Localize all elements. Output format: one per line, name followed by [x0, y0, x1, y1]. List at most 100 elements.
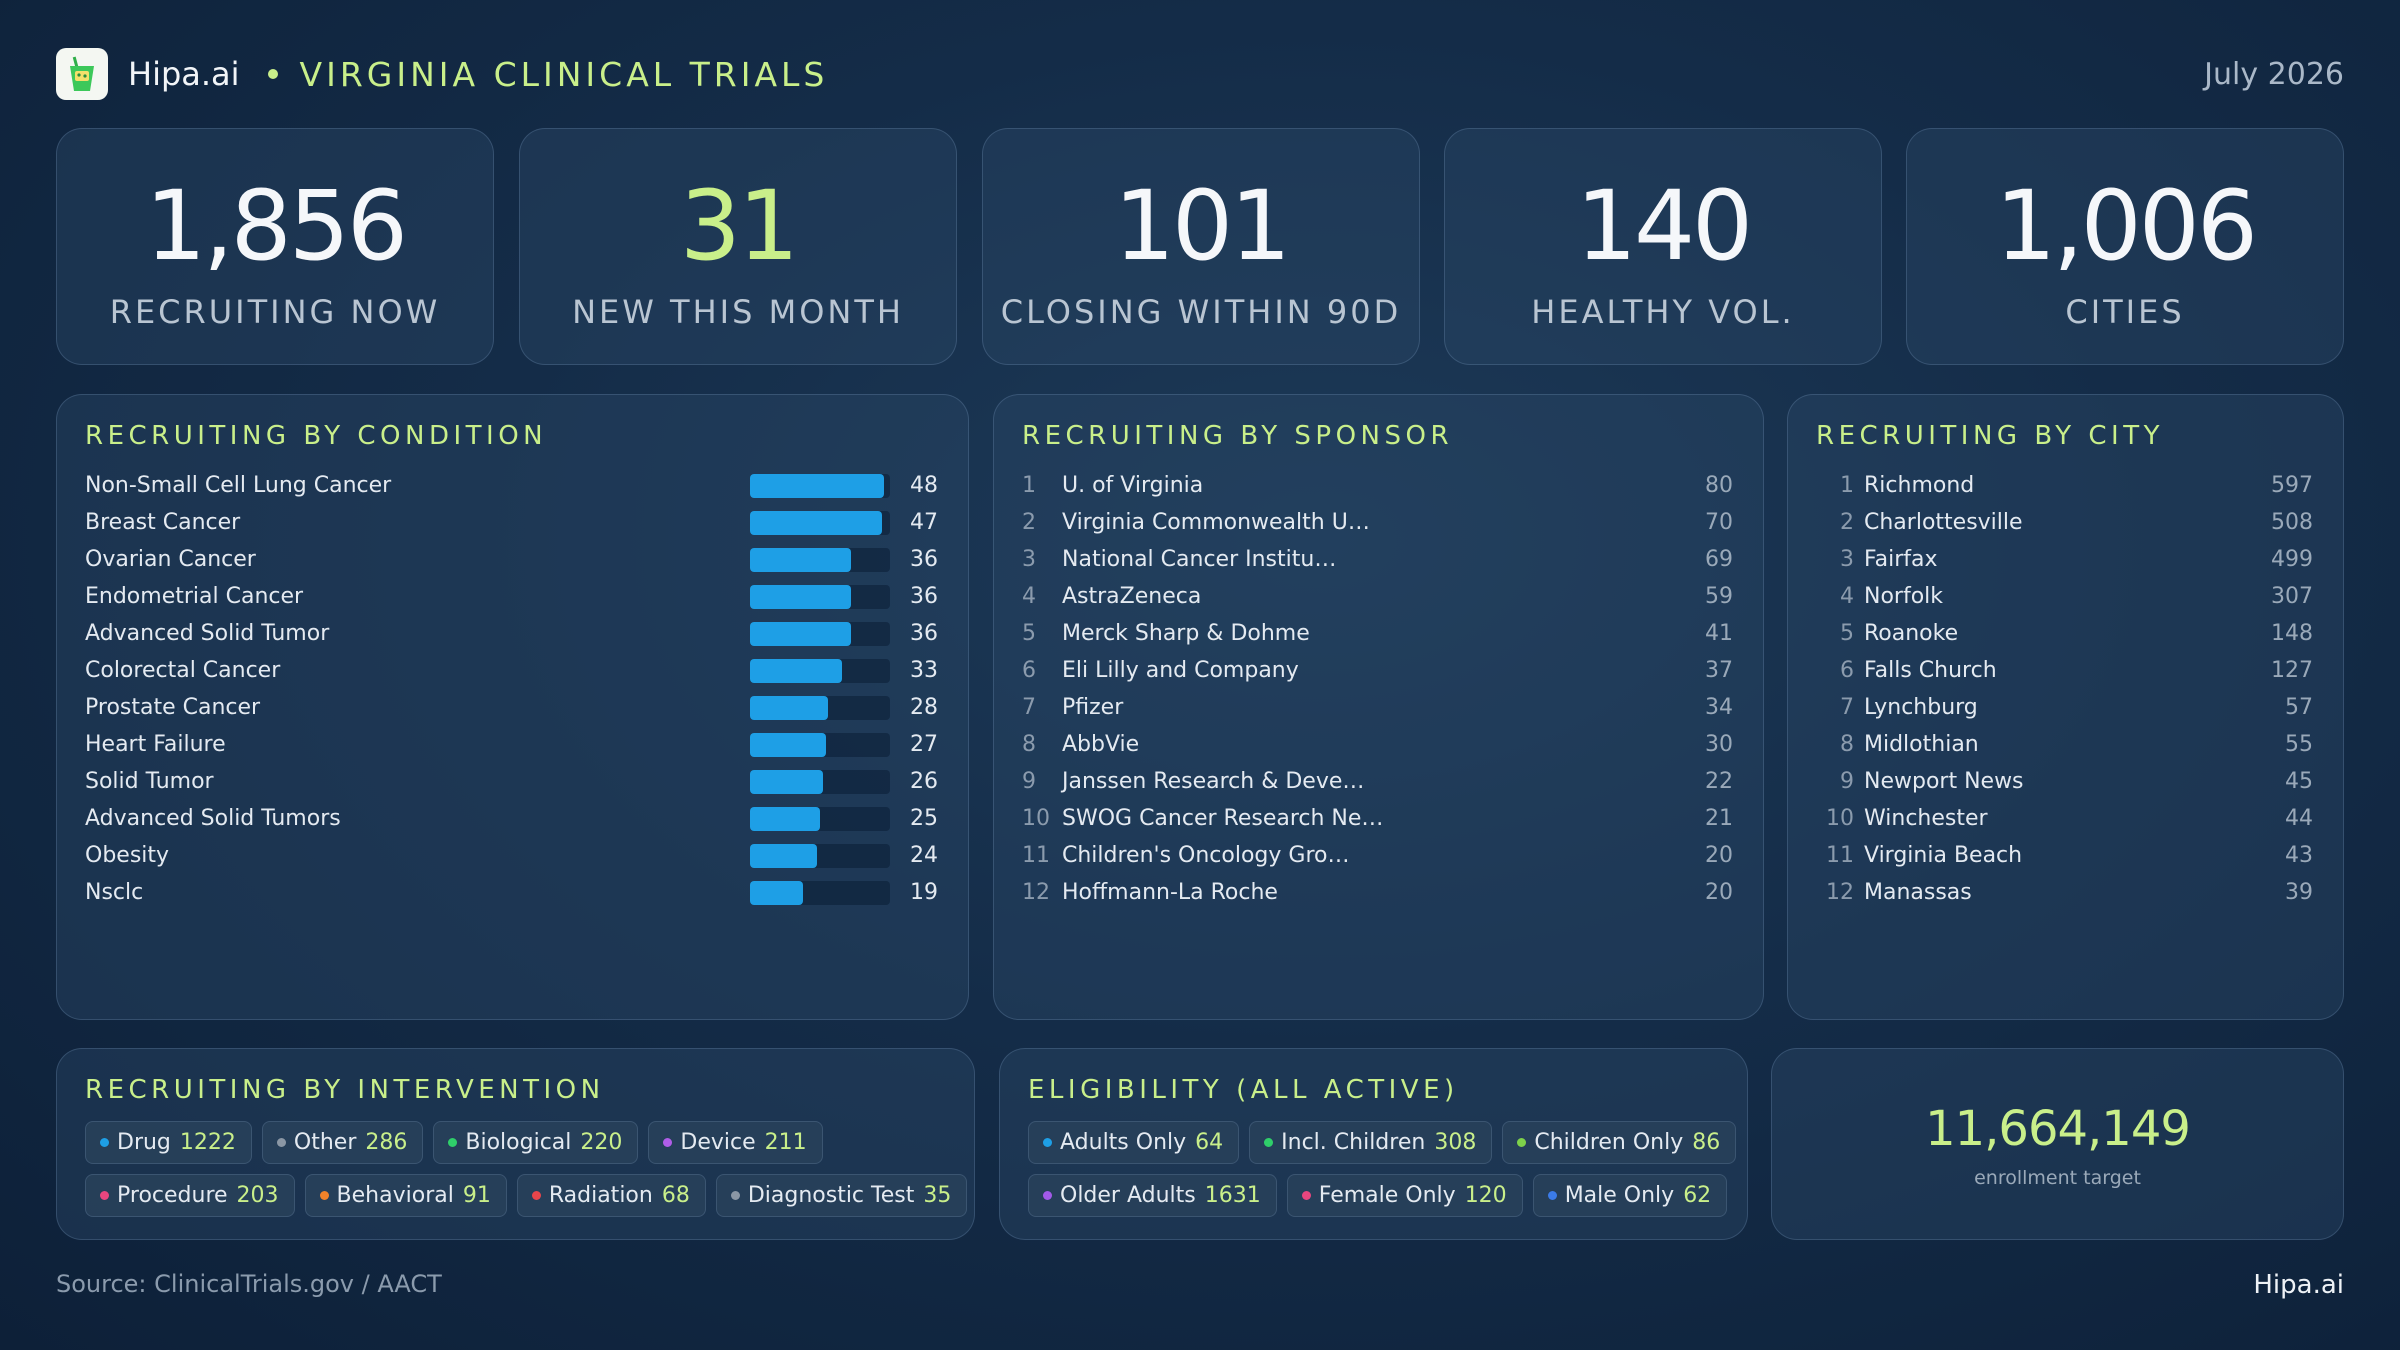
legend-dot-icon: [1264, 1138, 1274, 1147]
eligibility-chip: Female Only 120: [1286, 1174, 1523, 1217]
enrollment-panel: 11,664,149 enrollment target: [1771, 1048, 2344, 1240]
eligibility-title: ELIGIBILITY (ALL ACTIVE): [1028, 1075, 1459, 1105]
legend-dot-icon: [276, 1138, 286, 1147]
eligibility-chip: Incl. Children 308: [1249, 1121, 1493, 1164]
eligibility-chip-count: 86: [1692, 1130, 1721, 1155]
sponsor-name: Merck Sharp & Dohme: [1062, 621, 1310, 646]
kpi-label: CITIES: [2065, 293, 2185, 331]
eligibility-chip-label: Male Only: [1564, 1183, 1675, 1208]
condition-row: Heart Failure 27: [85, 726, 938, 763]
intervention-title: RECRUITING BY INTERVENTION: [85, 1075, 605, 1105]
intervention-chip-row: Procedure 203 Behavioral 91 Radiation 68 Diagn…: [85, 1174, 968, 1217]
condition-row: Obesity 24: [85, 837, 938, 874]
cocktail-glass-icon: [56, 48, 108, 100]
legend-dot-icon: [100, 1191, 109, 1200]
city-rank: 4: [1840, 584, 1854, 609]
intervention-chip-count: 1222: [179, 1130, 236, 1155]
condition-row: Ovarian Cancer 36: [85, 541, 938, 578]
condition-bar-track: [750, 510, 890, 535]
sponsor-name: AbbVie: [1062, 732, 1140, 757]
condition-bar-track: [750, 473, 890, 498]
enrollment-target-label: enrollment target: [1974, 1167, 2141, 1189]
intervention-chip: Diagnostic Test 35: [715, 1174, 968, 1217]
condition-bar-track: [750, 584, 890, 609]
city-rank: 10: [1826, 806, 1854, 831]
condition-row: Advanced Solid Tumor 36: [85, 615, 938, 652]
condition-bar: [750, 843, 818, 868]
condition-row: Solid Tumor 26: [85, 763, 938, 800]
city-row: 12 Manassas 39: [1816, 874, 2313, 911]
city-row: 8 Midlothian 55: [1816, 726, 2313, 763]
condition-bar-track: [750, 769, 890, 794]
intervention-chip-count: 286: [365, 1130, 408, 1155]
sponsor-name: National Cancer Institu…: [1062, 547, 1337, 572]
report-date: July 2026: [2204, 56, 2344, 92]
intervention-chip: Biological 220: [433, 1121, 639, 1164]
city-name: Manassas: [1864, 880, 1972, 905]
city-row: 4 Norfolk 307: [1816, 578, 2313, 615]
sponsor-row: 11 Children's Oncology Gro… 20: [1022, 837, 1733, 874]
intervention-chip: Device 211: [648, 1121, 823, 1164]
condition-row: Nsclc 19: [85, 874, 938, 911]
condition-panel: RECRUITING BY CONDITION Non-Small Cell L…: [56, 394, 969, 1020]
kpi-value: 1,006: [1995, 170, 2258, 282]
sponsor-rank: 7: [1022, 695, 1036, 720]
condition-title: RECRUITING BY CONDITION: [85, 421, 548, 451]
kpi-value: 31: [679, 170, 799, 282]
condition-bar: [750, 473, 885, 498]
intervention-chip-count: 220: [580, 1130, 623, 1155]
sponsor-name: Children's Oncology Gro…: [1062, 843, 1350, 868]
sponsor-name: Virginia Commonwealth U…: [1062, 510, 1370, 535]
condition-name: Endometrial Cancer: [85, 584, 304, 609]
eligibility-chip-label: Incl. Children: [1281, 1130, 1426, 1155]
condition-bar: [750, 880, 804, 905]
condition-count: 36: [910, 621, 938, 646]
condition-row: Endometrial Cancer 36: [85, 578, 938, 615]
intervention-chip-count: 211: [764, 1130, 807, 1155]
brand-name: Hipa.ai: [128, 55, 240, 93]
city-name: Midlothian: [1864, 732, 1979, 757]
kpi-label: CLOSING WITHIN 90D: [1000, 293, 1402, 331]
sponsor-name: U. of Virginia: [1062, 473, 1204, 498]
sponsor-rank: 8: [1022, 732, 1036, 757]
condition-bar: [750, 510, 882, 535]
condition-count: 26: [910, 769, 938, 794]
sponsor-name: Janssen Research & Deve…: [1062, 769, 1365, 794]
city-count: 57: [2285, 695, 2313, 720]
eligibility-chip-count: 120: [1464, 1183, 1507, 1208]
kpi-card-cities: 1,006 CITIES: [1906, 128, 2344, 365]
city-name: Richmond: [1864, 473, 1975, 498]
intervention-chip-row: Drug 1222 Other 286 Biological 220 Device 211: [85, 1121, 954, 1164]
condition-bar: [750, 806, 820, 831]
city-rank: 9: [1840, 769, 1854, 794]
intervention-chip-label: Drug: [117, 1130, 171, 1155]
city-count: 508: [2271, 510, 2313, 535]
city-row: 1 Richmond 597: [1816, 467, 2313, 504]
intervention-chip: Radiation 68: [516, 1174, 706, 1217]
kpi-value: 101: [1113, 170, 1291, 282]
legend-dot-icon: [1043, 1138, 1052, 1147]
city-panel: RECRUITING BY CITY 1 Richmond 597 2 Charlott…: [1787, 394, 2344, 1020]
kpi-label: NEW THIS MONTH: [572, 293, 904, 331]
intervention-panel: RECRUITING BY INTERVENTION Drug 1222 Other…: [56, 1048, 975, 1240]
condition-name: Ovarian Cancer: [85, 547, 256, 572]
city-row: 10 Winchester 44: [1816, 800, 2313, 837]
condition-count: 25: [910, 806, 938, 831]
condition-name: Solid Tumor: [85, 769, 214, 794]
city-row: 3 Fairfax 499: [1816, 541, 2313, 578]
sponsor-count: 21: [1705, 806, 1733, 831]
condition-name: Obesity: [85, 843, 170, 868]
sponsor-row: 5 Merck Sharp & Dohme 41: [1022, 615, 1733, 652]
condition-bar-track: [750, 806, 890, 831]
condition-count: 36: [910, 547, 938, 572]
sponsor-count: 41: [1705, 621, 1733, 646]
sponsor-rank: 10: [1022, 806, 1050, 831]
intervention-chip-label: Other: [293, 1130, 357, 1155]
city-rank: 5: [1840, 621, 1854, 646]
sponsor-name: SWOG Cancer Research Ne…: [1062, 806, 1384, 831]
city-rank: 3: [1840, 547, 1854, 572]
intervention-chip-count: 203: [236, 1183, 279, 1208]
condition-bar: [750, 769, 823, 794]
intervention-chip-label: Radiation: [548, 1183, 653, 1208]
legend-dot-icon: [531, 1191, 541, 1200]
